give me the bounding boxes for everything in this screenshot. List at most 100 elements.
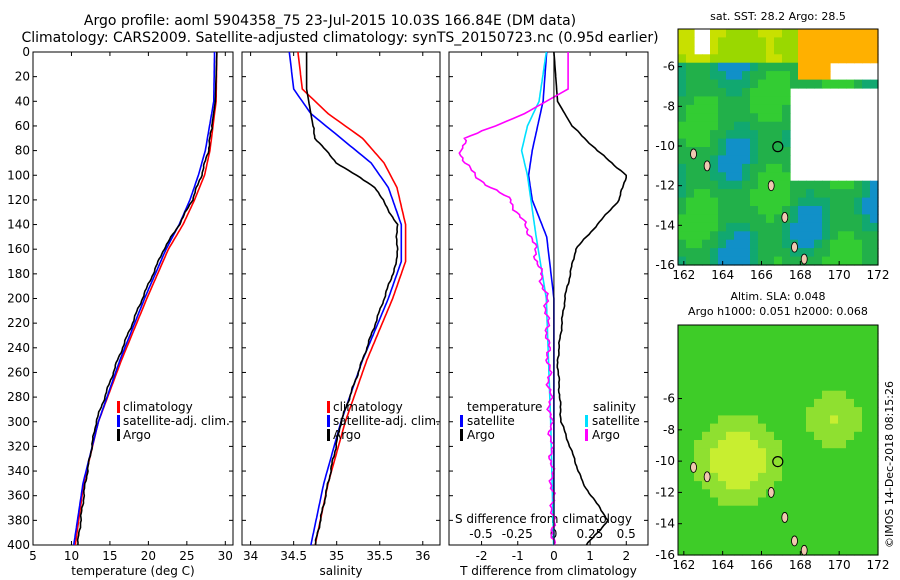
map-cell [854,341,863,351]
map-cell [694,513,703,523]
map-cell [846,79,855,89]
x-tick-label: -1 [512,549,524,563]
map-cell [870,497,879,507]
difference-panel: -2 -1 0 1 2T difference from climatology S di… [448,51,649,578]
map-cell [854,325,863,334]
map-cell [846,333,855,342]
map-cell [822,54,831,64]
map-cell [790,489,799,499]
y-tick-label: -10 [655,139,675,153]
map-cell [726,79,735,89]
map-cell [726,530,735,540]
map-cell [806,448,815,457]
map-cell [750,214,759,224]
map-cell [798,341,807,351]
map-cell [686,333,695,342]
map-cell [806,513,815,523]
map-cell [734,423,743,433]
map-cell [758,54,767,64]
map-cell [862,206,871,215]
map-cell [702,530,711,540]
map-cell [710,513,719,523]
map-cell [830,415,839,425]
map-cell [862,440,871,449]
map-cell [854,37,863,47]
map-cell [726,189,735,199]
x-tick-label: 166 [750,268,773,282]
map-cell [814,382,823,392]
map-cell [750,407,759,416]
secondary-x-tick-label: 0.5 [617,527,636,541]
map-cell [694,104,703,114]
map-cell [822,505,831,515]
map-cell [758,538,767,548]
map-cell [686,88,695,97]
map-cell [790,325,799,334]
map-cell [822,440,831,449]
map-cell [838,472,847,482]
map-cell [758,197,767,207]
map-cell [782,341,791,351]
map-cell [814,448,823,457]
x-tick-label: 20 [141,549,156,563]
map-cell [710,113,719,123]
map-cell [782,197,791,207]
map-cell [686,505,695,515]
map-cell [726,333,735,342]
map-cell [742,79,751,89]
map-cell [678,79,687,89]
map-cell [814,513,823,523]
map-cell [702,497,711,507]
y-tick-label: 160 [7,242,30,256]
map-cell [702,333,711,342]
map-cell [766,415,775,425]
secondary-x-tick-label: 0.25 [577,527,604,541]
map-cell [766,448,775,457]
map-cell [862,248,871,258]
map-cell [726,522,735,531]
map-cell [854,79,863,89]
map-cell [758,79,767,89]
map-cell [678,440,687,449]
map-cell [750,231,759,241]
map-cell [846,374,855,384]
map-cell [798,513,807,523]
map-cell [862,513,871,523]
map-cell [822,197,831,207]
map-cell [838,530,847,540]
map-cell [854,189,863,199]
map-cell [750,505,759,515]
map-cell [750,464,759,474]
map-cell [678,538,687,548]
map-cell [686,481,695,490]
map-cell [726,121,735,131]
map-cell [790,390,799,400]
map-cell [686,155,695,165]
map-cell [806,333,815,342]
map-cell [806,481,815,490]
map-cell [806,505,815,515]
map-cell [726,481,735,490]
map-cell [750,481,759,490]
map-cell [870,206,879,215]
map-cell [798,206,807,215]
map-cell [702,130,711,140]
map-cell [798,522,807,531]
map-cell [766,374,775,384]
map-cell [862,546,871,556]
map-cell [750,138,759,148]
map-cell [710,231,719,241]
legend-swatch-climatology [327,401,330,413]
map-cell [830,54,839,64]
map-cell [718,37,727,47]
map-cell [686,147,695,156]
map-cell [694,130,703,140]
map-cell [830,398,839,408]
map-cell [846,382,855,392]
map-cell [862,325,871,334]
map-cell [766,472,775,482]
map-cell [830,390,839,400]
map-cell [734,71,743,81]
map-cell [782,180,791,190]
map-cell [814,222,823,232]
